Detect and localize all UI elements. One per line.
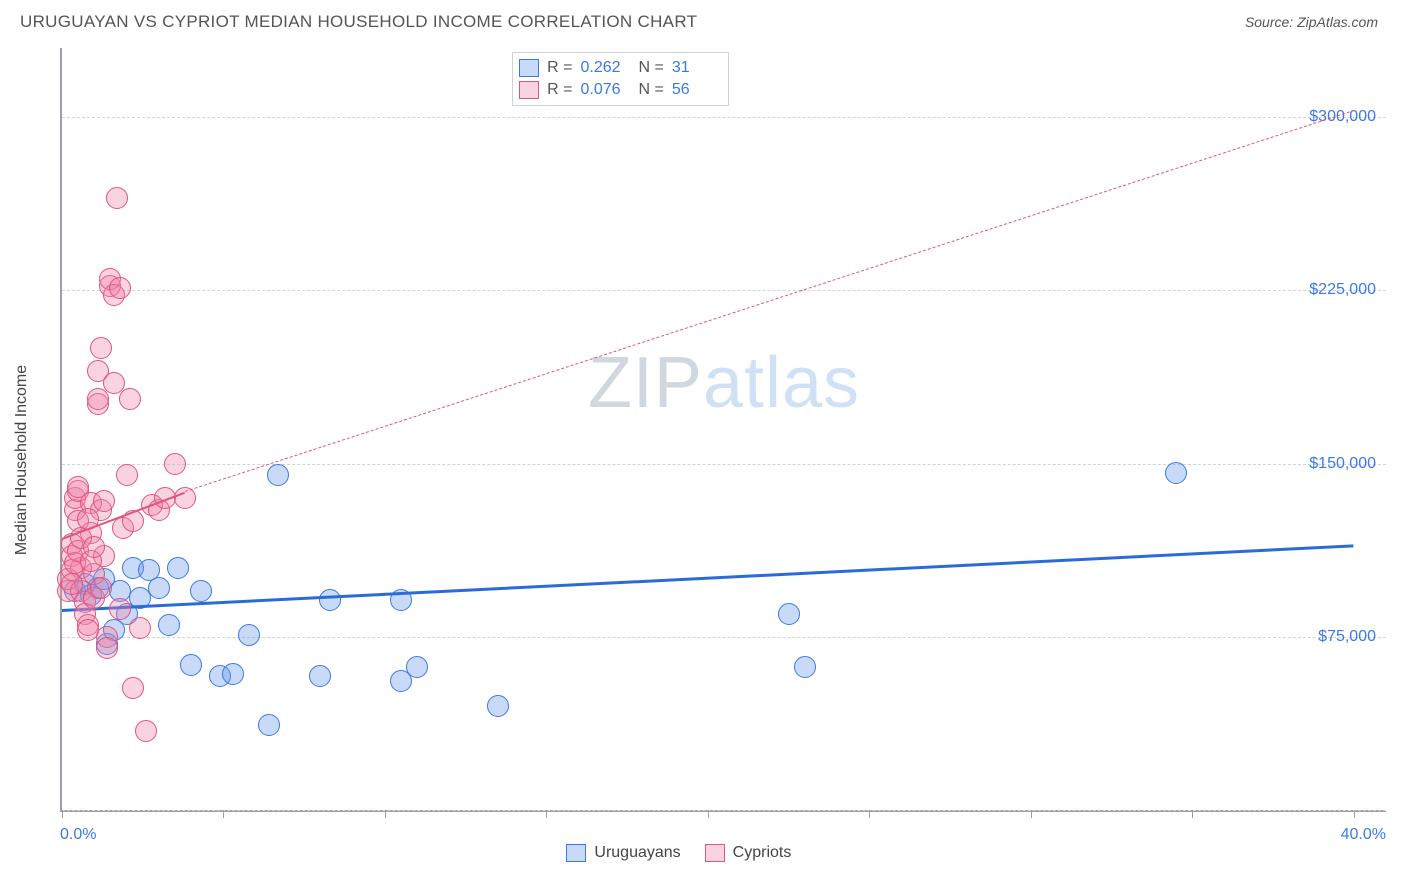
data-point-uruguayans bbox=[319, 589, 341, 611]
data-point-cypriots bbox=[87, 388, 109, 410]
x-tick bbox=[223, 810, 224, 818]
data-point-cypriots bbox=[122, 677, 144, 699]
n-label: N = bbox=[639, 79, 664, 101]
data-point-uruguayans bbox=[267, 464, 289, 486]
x-tick bbox=[869, 810, 870, 818]
data-point-cypriots bbox=[83, 536, 105, 558]
legend-item-cypriots: Cypriots bbox=[705, 844, 792, 862]
chart-header: URUGUAYAN VS CYPRIOT MEDIAN HOUSEHOLD IN… bbox=[0, 0, 1406, 40]
data-point-uruguayans bbox=[1165, 462, 1187, 484]
x-tick bbox=[62, 810, 63, 818]
data-point-uruguayans bbox=[190, 580, 212, 602]
data-point-cypriots bbox=[119, 388, 141, 410]
series-legend: Uruguayans Cypriots bbox=[566, 844, 791, 862]
data-point-cypriots bbox=[129, 617, 151, 639]
data-point-cypriots bbox=[90, 337, 112, 359]
chart-container: Median Household Income ZIPatlas R = 0.2… bbox=[20, 48, 1386, 872]
watermark-right: atlas bbox=[703, 343, 860, 423]
gridline bbox=[62, 117, 1386, 118]
data-point-uruguayans bbox=[794, 656, 816, 678]
data-point-cypriots bbox=[135, 720, 157, 742]
data-point-uruguayans bbox=[148, 577, 170, 599]
gridline bbox=[62, 464, 1386, 465]
stats-row-uruguayans: R = 0.262 N = 31 bbox=[519, 57, 722, 79]
x-tick bbox=[546, 810, 547, 818]
x-tick bbox=[1031, 810, 1032, 818]
y-tick-label: $225,000 bbox=[1309, 281, 1376, 299]
n-value: 56 bbox=[672, 79, 722, 101]
y-axis-title: Median Household Income bbox=[13, 365, 31, 555]
chart-title: URUGUAYAN VS CYPRIOT MEDIAN HOUSEHOLD IN… bbox=[20, 12, 697, 32]
data-point-cypriots bbox=[109, 277, 131, 299]
data-point-uruguayans bbox=[222, 663, 244, 685]
gridline bbox=[62, 290, 1386, 291]
gridline bbox=[62, 637, 1386, 638]
data-point-cypriots bbox=[96, 637, 118, 659]
y-tick-label: $75,000 bbox=[1318, 628, 1376, 646]
r-value: 0.076 bbox=[581, 79, 631, 101]
legend-label: Cypriots bbox=[733, 844, 792, 862]
x-tick bbox=[1354, 810, 1355, 818]
data-point-cypriots bbox=[164, 453, 186, 475]
swatch-icon bbox=[519, 81, 539, 99]
y-tick-label: $300,000 bbox=[1309, 108, 1376, 126]
data-point-uruguayans bbox=[778, 603, 800, 625]
gridline bbox=[62, 810, 1386, 811]
stats-row-cypriots: R = 0.076 N = 56 bbox=[519, 79, 722, 101]
n-value: 31 bbox=[672, 57, 722, 79]
r-label: R = bbox=[547, 57, 572, 79]
n-label: N = bbox=[639, 57, 664, 79]
x-tick bbox=[708, 810, 709, 818]
data-point-cypriots bbox=[109, 598, 131, 620]
data-point-uruguayans bbox=[258, 714, 280, 736]
trend-line-ext-cypriots bbox=[185, 110, 1354, 492]
stats-legend: R = 0.262 N = 31 R = 0.076 N = 56 bbox=[512, 52, 729, 106]
x-max-label: 40.0% bbox=[1341, 826, 1386, 844]
data-point-uruguayans bbox=[309, 665, 331, 687]
swatch-icon bbox=[519, 59, 539, 77]
data-point-cypriots bbox=[93, 490, 115, 512]
plot-area: ZIPatlas R = 0.262 N = 31 R = 0.076 N = … bbox=[60, 48, 1386, 812]
legend-label: Uruguayans bbox=[594, 844, 680, 862]
data-point-uruguayans bbox=[238, 624, 260, 646]
data-point-cypriots bbox=[90, 577, 112, 599]
data-point-uruguayans bbox=[406, 656, 428, 678]
x-tick bbox=[1192, 810, 1193, 818]
y-tick-label: $150,000 bbox=[1309, 455, 1376, 473]
swatch-icon bbox=[566, 844, 586, 862]
data-point-uruguayans bbox=[158, 614, 180, 636]
chart-source: Source: ZipAtlas.com bbox=[1245, 14, 1378, 30]
data-point-uruguayans bbox=[487, 695, 509, 717]
watermark: ZIPatlas bbox=[588, 342, 860, 424]
r-label: R = bbox=[547, 79, 572, 101]
x-tick bbox=[385, 810, 386, 818]
data-point-cypriots bbox=[61, 573, 83, 595]
x-min-label: 0.0% bbox=[60, 826, 96, 844]
legend-item-uruguayans: Uruguayans bbox=[566, 844, 680, 862]
data-point-cypriots bbox=[116, 464, 138, 486]
swatch-icon bbox=[705, 844, 725, 862]
data-point-uruguayans bbox=[167, 557, 189, 579]
watermark-left: ZIP bbox=[588, 343, 703, 423]
trend-line-uruguayans bbox=[62, 544, 1354, 612]
data-point-uruguayans bbox=[180, 654, 202, 676]
r-value: 0.262 bbox=[581, 57, 631, 79]
data-point-cypriots bbox=[106, 187, 128, 209]
